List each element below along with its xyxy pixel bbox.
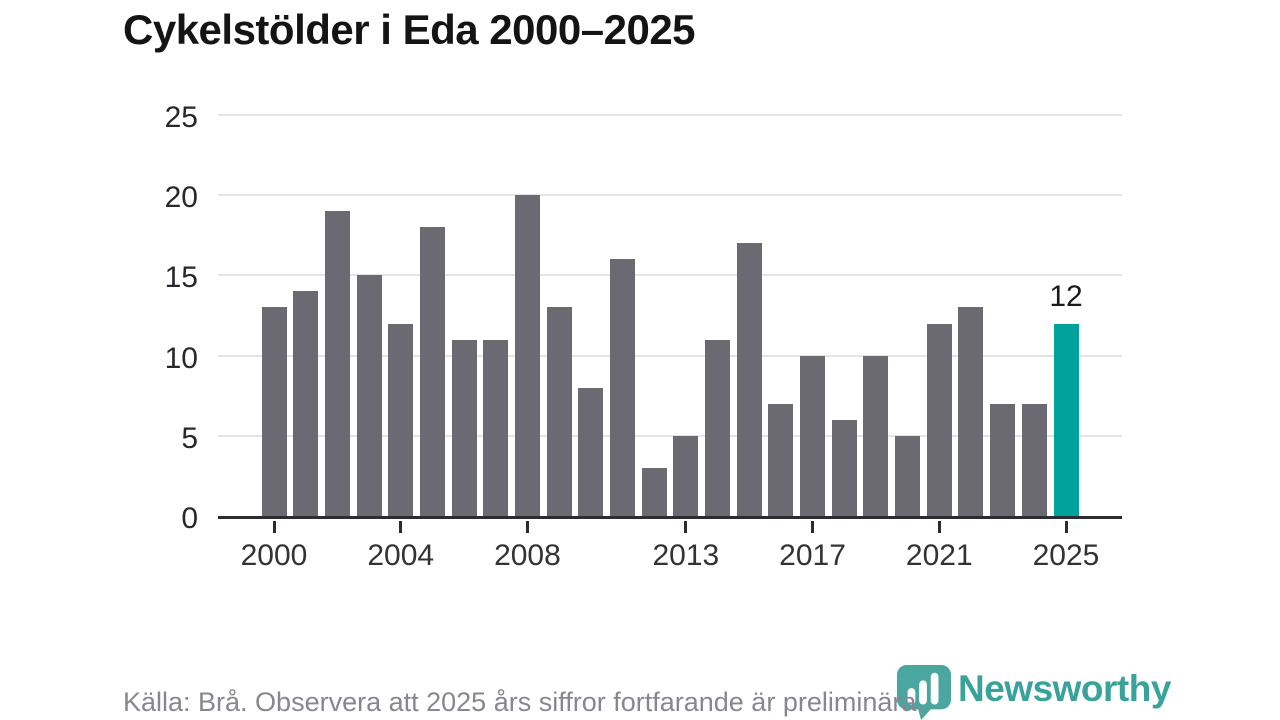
bar-2002: [324, 211, 350, 516]
y-tick-label: 0: [181, 502, 198, 535]
newsworthy-logo: Newsworthy: [895, 664, 1171, 720]
x-tick-mark: [1064, 521, 1068, 533]
x-tick-mark: [937, 521, 941, 533]
bar-2013: [673, 435, 699, 516]
bar-2023: [990, 403, 1016, 516]
bar-2001: [293, 291, 319, 516]
newsworthy-wordmark: Newsworthy: [958, 668, 1171, 709]
bar-2010: [578, 387, 604, 516]
bar-2020: [895, 435, 921, 516]
x-tick-label: 2021: [905, 539, 973, 572]
bar-2017: [800, 355, 826, 516]
x-tick-mark: [525, 521, 529, 533]
bar-2000: [261, 307, 287, 516]
bar-2004: [388, 323, 414, 516]
bar-2022: [958, 307, 984, 516]
bar-2006: [451, 339, 477, 516]
bar-2025: [1053, 323, 1079, 516]
bar-2015: [736, 243, 762, 516]
y-tick-label: 10: [164, 341, 198, 375]
gridline: [218, 434, 1122, 437]
gridline: [218, 354, 1122, 357]
y-tick-label: 5: [181, 421, 198, 455]
x-tick-mark: [272, 521, 276, 533]
gridline: [218, 114, 1122, 116]
bar-2019: [863, 355, 889, 516]
bar-2003: [356, 275, 382, 516]
y-tick-label: 25: [164, 101, 198, 134]
source-note: Källa: Brå. Observera att 2025 års siffr…: [123, 687, 924, 717]
x-tick-label: 2008: [494, 539, 561, 572]
x-tick-label: 2017: [779, 539, 846, 572]
x-tick-label: 2025: [1032, 539, 1100, 572]
newsworthy-speech-bubble-barchart-icon: [896, 664, 952, 720]
page-title: Cykelstölder i Eda 2000–2025: [123, 6, 696, 53]
gridline: [218, 274, 1122, 277]
bar-2005: [419, 227, 445, 516]
gridline: [218, 194, 1122, 197]
y-tick-label: 15: [164, 261, 198, 295]
bar-2014: [705, 339, 731, 516]
x-tick-label: 2004: [367, 539, 435, 572]
bar-2012: [641, 467, 667, 516]
x-axis: 2000 2004 2008 2013 2017 2021 2025: [218, 521, 1122, 581]
x-tick-mark: [684, 521, 688, 533]
x-tick-label: 2013: [652, 539, 720, 572]
y-tick-label: 20: [164, 181, 198, 215]
x-tick-mark: [399, 521, 403, 533]
bar-2009: [546, 307, 572, 516]
x-tick-label: 2000: [240, 539, 308, 572]
bar-2021: [926, 323, 952, 516]
y-axis: 0 5 10 15 20 25: [0, 103, 198, 534]
bar-2011: [609, 259, 635, 516]
highlight-value-label: 12: [1049, 279, 1083, 313]
x-tick-mark: [811, 521, 815, 533]
bar-2024: [1021, 403, 1047, 516]
bar-2016: [768, 403, 794, 516]
bar-2007: [483, 339, 509, 516]
plot-area: 12: [218, 114, 1122, 519]
bar-2018: [831, 419, 857, 516]
bar-2008: [514, 195, 540, 516]
